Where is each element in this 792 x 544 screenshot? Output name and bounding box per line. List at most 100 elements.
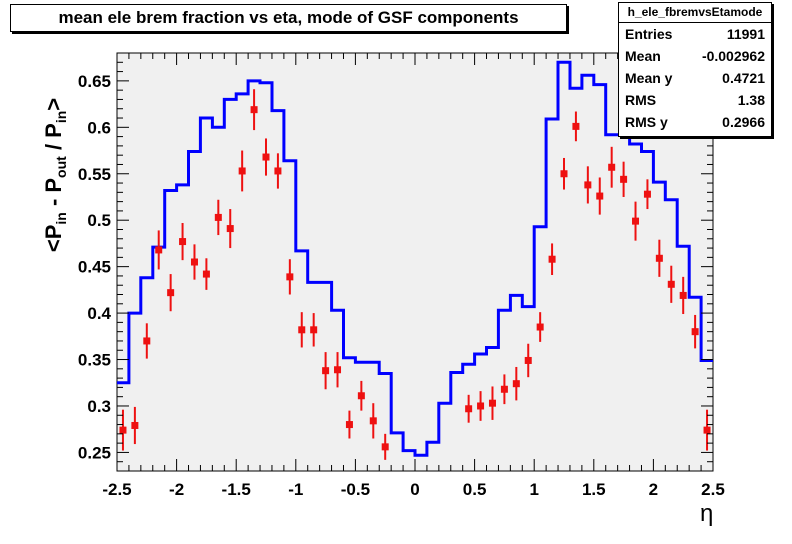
stats-label: RMS xyxy=(625,92,657,108)
x-tick-label: 1 xyxy=(529,480,538,499)
point-marker xyxy=(596,192,604,200)
data-point xyxy=(632,201,640,241)
x-tick-label: -1.5 xyxy=(222,480,251,499)
data-point xyxy=(334,352,342,388)
x-tick-label: 2 xyxy=(649,480,658,499)
data-point xyxy=(345,410,353,439)
point-marker xyxy=(214,213,222,221)
points-layer xyxy=(119,89,711,460)
point-marker xyxy=(202,270,210,278)
data-point xyxy=(691,314,699,349)
x-tick-label: -0.5 xyxy=(341,480,370,499)
data-point xyxy=(119,409,127,451)
stats-row-mean: Mean -0.002962 xyxy=(619,45,771,67)
point-marker xyxy=(286,273,294,281)
data-point xyxy=(286,259,294,295)
data-point xyxy=(643,179,651,210)
data-point xyxy=(572,111,580,142)
x-tick-label: 0.5 xyxy=(463,480,487,499)
data-point xyxy=(357,380,365,411)
point-marker xyxy=(536,323,544,331)
data-point xyxy=(596,177,604,215)
data-point xyxy=(214,199,222,236)
stats-value: 0.4721 xyxy=(722,70,765,86)
data-point xyxy=(500,374,508,405)
stats-label: RMS y xyxy=(625,114,668,130)
data-point xyxy=(620,161,628,197)
point-marker xyxy=(548,255,556,263)
data-point xyxy=(202,258,210,290)
point-marker xyxy=(322,367,330,375)
data-point xyxy=(488,386,496,420)
data-point xyxy=(608,146,616,188)
point-marker xyxy=(226,225,234,233)
point-marker xyxy=(488,399,496,407)
stats-box: h_ele_fbremvsEtamode Entries 11991 Mean … xyxy=(618,2,772,137)
stats-label: Mean y xyxy=(625,70,673,86)
axes-layer: -2.5 -2 -1.5 -1 -0.5 0 0.5 1 1.5 2 2.5 0.25 0.3 0.35 0… xyxy=(78,52,725,499)
point-marker xyxy=(679,291,687,299)
point-marker xyxy=(167,289,175,297)
y-tick-label: 0.65 xyxy=(78,72,111,91)
chart-title: mean ele brem fraction vs eta, mode of G… xyxy=(10,4,567,32)
data-point xyxy=(298,312,306,348)
y-tick-label: 0.55 xyxy=(78,165,111,184)
point-marker xyxy=(179,238,187,246)
stats-row-mean-y: Mean y 0.4721 xyxy=(619,67,771,89)
y-tick-label: 0.3 xyxy=(87,397,111,416)
point-marker xyxy=(524,356,532,364)
stats-row-rms: RMS 1.38 xyxy=(619,89,771,111)
data-point xyxy=(524,343,532,378)
data-point xyxy=(143,323,151,359)
point-marker xyxy=(143,337,151,345)
point-marker xyxy=(620,175,628,183)
point-marker xyxy=(155,246,163,254)
data-point xyxy=(238,150,246,192)
stats-histogram-name: h_ele_fbremvsEtamode xyxy=(619,3,771,23)
point-marker xyxy=(584,181,592,189)
stats-label: Mean xyxy=(625,48,661,64)
data-point xyxy=(512,366,520,401)
y-axis-label: <Pin - Pout / Pin> xyxy=(40,97,70,253)
data-point xyxy=(274,153,282,189)
point-marker xyxy=(238,167,246,175)
x-tick-label: -2 xyxy=(169,480,184,499)
point-marker xyxy=(131,421,139,429)
data-point xyxy=(155,230,163,270)
point-marker xyxy=(262,153,270,161)
x-axis-label: η xyxy=(700,500,714,527)
data-point xyxy=(655,239,663,277)
point-marker xyxy=(500,385,508,393)
point-marker xyxy=(703,426,711,434)
data-point xyxy=(179,222,187,261)
data-point xyxy=(190,244,198,280)
data-point xyxy=(226,209,234,249)
stats-value: 0.2966 xyxy=(722,114,765,130)
point-marker xyxy=(357,392,365,400)
histogram-step-line xyxy=(117,60,713,457)
data-point xyxy=(679,276,687,315)
data-point xyxy=(322,352,330,390)
point-marker xyxy=(465,405,473,413)
stats-row-rms-y: RMS y 0.2966 xyxy=(619,111,771,133)
point-marker xyxy=(369,417,377,425)
stats-value: 1.38 xyxy=(737,92,765,108)
y-tick-label: 0.25 xyxy=(78,443,111,462)
point-marker xyxy=(560,170,568,178)
data-point xyxy=(703,409,711,451)
stats-row-entries: Entries 11991 xyxy=(619,23,771,45)
data-point xyxy=(262,138,270,176)
data-point xyxy=(560,157,568,190)
point-marker xyxy=(274,167,282,175)
point-marker xyxy=(190,258,198,266)
data-point xyxy=(548,243,556,276)
point-marker xyxy=(632,217,640,225)
x-tick-label: -1 xyxy=(288,480,303,499)
x-tick-label: 1.5 xyxy=(582,480,606,499)
stats-value: -0.002962 xyxy=(701,48,765,64)
point-marker xyxy=(691,328,699,336)
point-marker xyxy=(381,443,389,451)
y-tick-label: 0.6 xyxy=(87,118,111,137)
point-marker xyxy=(667,280,675,288)
point-marker xyxy=(477,402,485,410)
